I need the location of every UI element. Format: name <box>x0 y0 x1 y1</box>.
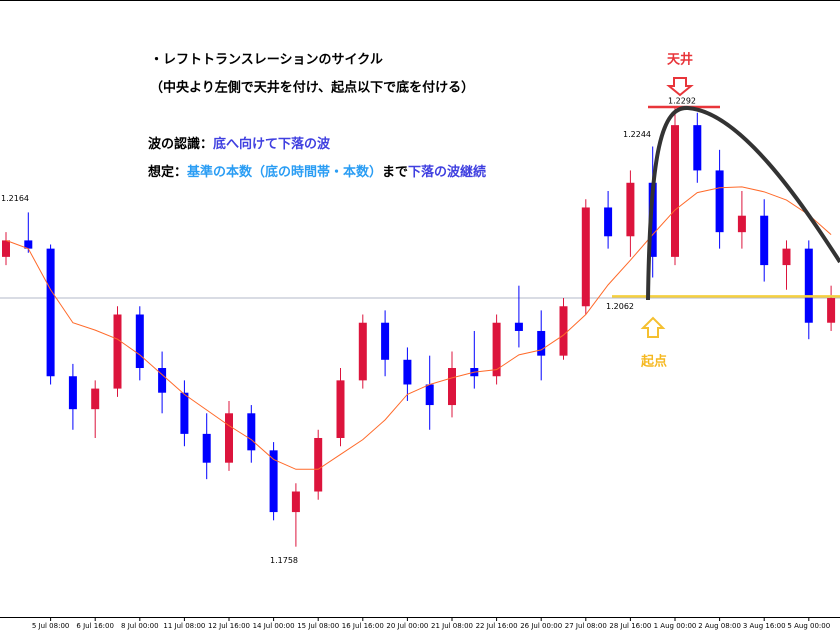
x-tick-label: 22 Jul 16:00 <box>476 622 518 630</box>
assume-note: 想定：基準の本数（底の時間帯・本数）まで下落の波継続 <box>148 164 486 180</box>
x-tick-label: 26 Jul 00:00 <box>520 622 562 630</box>
top-arrow <box>666 77 694 97</box>
candle-body <box>782 248 791 266</box>
x-tick-label: 1 Aug 00:00 <box>654 622 697 630</box>
assume-text: 下落の波継続 <box>408 164 486 180</box>
wave-label: 波の認識： <box>148 136 213 152</box>
title: ・レフトトランスレーションのサイクル <box>150 53 383 68</box>
x-tick-label: 5 Aug 00:00 <box>787 622 830 630</box>
price-label: 1.1758 <box>270 556 298 565</box>
origin-arrow <box>640 316 666 338</box>
candle-body <box>202 433 211 463</box>
candle-body <box>68 376 77 410</box>
candle-body <box>403 359 412 385</box>
x-tick-label: 6 Jul 16:00 <box>76 622 114 630</box>
x-tick-label: 2 Aug 08:00 <box>698 622 741 630</box>
assume-label: 想定： <box>148 164 187 180</box>
candle-body <box>135 314 144 369</box>
x-tick-label: 28 Jul 16:00 <box>609 622 651 630</box>
candle-body <box>693 125 702 171</box>
candle-body <box>581 207 590 307</box>
price-label: 1.2062 <box>606 302 634 311</box>
x-tick-label: 11 Jul 08:00 <box>163 622 205 630</box>
x-tick-label: 12 Jul 16:00 <box>208 622 250 630</box>
x-tick-label: 8 Jul 00:00 <box>121 622 159 630</box>
candle-body <box>113 314 122 389</box>
candle-body <box>514 322 523 331</box>
price-label: 1.2244 <box>623 130 651 139</box>
candle-body <box>715 170 724 233</box>
x-tick-label: 5 Jul 08:00 <box>32 622 70 630</box>
candle-body <box>381 322 390 360</box>
candle-body <box>91 388 100 410</box>
wave-text: 底へ向けて下落の波 <box>213 136 331 152</box>
price-label: 1.2292 <box>668 97 696 106</box>
x-tick-label: 27 Jul 08:00 <box>565 622 607 630</box>
x-tick-label: 15 Jul 08:00 <box>297 622 339 630</box>
candle-body <box>2 240 10 257</box>
candle-body <box>626 182 635 237</box>
price-label: 1.2164 <box>1 194 29 203</box>
candle-body <box>291 491 300 513</box>
candle-body <box>46 248 55 377</box>
wave-note: 波の認識：底へ向けて下落の波 <box>148 136 331 152</box>
candle-body <box>247 413 256 451</box>
candle-body <box>804 248 813 323</box>
candle-body <box>559 306 568 356</box>
candle-body <box>492 322 501 377</box>
candle-body <box>604 207 613 237</box>
plot: 5 Jul 08:00 6 Jul 16:00 8 Jul 00:00 11 Jul … <box>0 97 840 630</box>
top-label: 天井 <box>667 52 693 68</box>
candle-body <box>448 368 456 406</box>
candle-body <box>225 413 233 463</box>
candle-body <box>314 437 323 492</box>
candle-body <box>671 125 679 257</box>
x-tick-label: 14 Jul 00:00 <box>253 622 295 630</box>
candle-body <box>425 384 434 406</box>
subtitle: （中央より左側で天井を付け、起点以下で底を付ける） <box>150 80 474 96</box>
candle-body <box>269 450 278 513</box>
cycle-arc <box>646 105 840 301</box>
candle-body <box>336 380 345 438</box>
candle-body <box>358 322 367 381</box>
x-tick-label: 16 Jul 16:00 <box>342 622 384 630</box>
candle-body <box>158 368 167 393</box>
x-tick-label: 20 Jul 00:00 <box>386 622 428 630</box>
candle-body <box>737 215 746 233</box>
x-tick-label: 3 Aug 16:00 <box>743 622 786 630</box>
candle-body <box>827 298 836 323</box>
origin-label: 起点 <box>640 354 667 370</box>
assume-text: 基準の本数（底の時間帯・本数） <box>186 164 382 180</box>
x-tick-label: 21 Jul 08:00 <box>431 622 473 630</box>
candle-body <box>180 392 189 434</box>
candle-body <box>537 330 546 356</box>
candle-body <box>760 215 769 266</box>
moving-average <box>5 186 832 470</box>
assume-text: まで <box>382 165 408 180</box>
candle-body <box>648 182 657 257</box>
candle-body <box>24 240 33 249</box>
